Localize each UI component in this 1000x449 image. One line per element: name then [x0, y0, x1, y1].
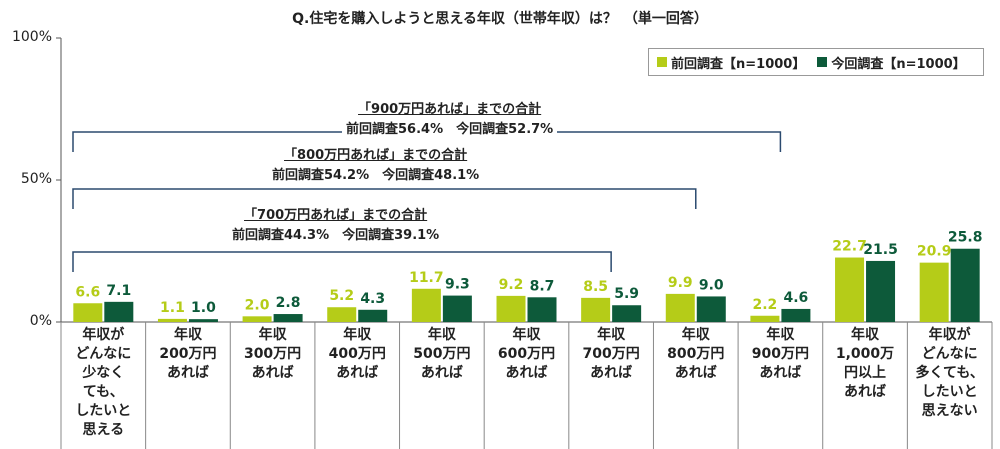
value-label-curr: 5.9 [614, 286, 639, 302]
chart-legend: 前回調査【n=1000】 今回調査【n=1000】 [648, 48, 984, 76]
value-label-curr: 4.6 [784, 290, 809, 306]
legend-swatch-prev [657, 57, 667, 67]
category-label: 年収 1,000万 円以上 あれば [835, 327, 895, 400]
value-label-curr: 9.0 [699, 277, 724, 293]
value-label-prev: 5.2 [329, 288, 354, 304]
category-label: 年収 900万円 あれば [751, 327, 810, 381]
note-900-heading: 「900万円あれば」までの合計 [358, 102, 542, 117]
bar-prev [157, 318, 187, 322]
value-label-prev: 8.5 [583, 279, 608, 295]
legend-item-prev: 前回調査【n=1000】 [657, 53, 805, 72]
bar-prev [835, 257, 865, 322]
category-label: 年収 800万円 あれば [667, 327, 725, 381]
category-label: 年収が どんなに 多くても、 したいと 思えない [915, 327, 984, 419]
value-label-curr: 21.5 [863, 242, 898, 258]
bar-prev [750, 315, 780, 322]
value-label-curr: 2.8 [276, 295, 301, 311]
note-700-total: 「700万円あれば」までの合計 前回調査44.3% 今回調査39.1% [228, 206, 444, 246]
bar-prev [919, 262, 949, 322]
legend-label-prev: 前回調査【n=1000】 [671, 56, 806, 72]
value-label-prev: 11.7 [409, 270, 444, 286]
legend-item-curr: 今回調査【n=1000】 [817, 53, 966, 72]
category-label: 年収 200万円 あれば [159, 327, 217, 381]
category-label: 年収 500万円 あれば [413, 327, 471, 381]
y-tick-label: 50% [20, 171, 52, 187]
bar-curr [612, 305, 642, 322]
value-label-curr: 25.8 [948, 230, 983, 246]
value-label-curr: 1.0 [191, 300, 216, 316]
bar-prev [411, 288, 441, 322]
bar-prev [73, 303, 103, 322]
bracket-700 [72, 251, 612, 272]
bar-curr [188, 319, 218, 322]
bar-prev [242, 316, 272, 322]
legend-swatch-curr [817, 57, 828, 67]
value-label-prev: 2.0 [245, 297, 270, 313]
bar-curr [866, 260, 896, 322]
bar-prev [665, 293, 695, 322]
bar-curr [781, 308, 811, 322]
value-label-prev: 6.6 [75, 284, 100, 300]
bar-curr [696, 296, 726, 322]
chart-title: Q.住宅を購入しようと思える年収（世帯年収）は？ （単一回答） [292, 11, 708, 27]
bar-prev [327, 307, 357, 322]
note-800-values: 前回調査54.2% 今回調査48.1% [272, 168, 480, 183]
value-label-prev: 20.9 [917, 244, 952, 260]
category-label: 年収 600万円 あれば [497, 327, 556, 381]
bar-prev [581, 297, 611, 322]
bar-curr [527, 297, 557, 322]
value-label-prev: 2.2 [753, 297, 778, 313]
y-tick-label: 100% [11, 29, 52, 45]
bar-curr [358, 309, 388, 322]
y-tick-label: 0% [29, 313, 52, 329]
bar-curr [950, 248, 980, 322]
note-800-heading: 「800万円あれば」までの合計 [284, 148, 468, 163]
value-label-prev: 9.9 [668, 275, 693, 291]
value-label-prev: 1.1 [160, 300, 185, 316]
note-900-values: 前回調査56.4% 今回調査52.7% [346, 122, 554, 137]
category-label: 年収が どんなに 少なく ても、 したいと 思える [75, 327, 132, 438]
note-700-values: 前回調査44.3% 今回調査39.1% [232, 228, 440, 243]
bar-prev [496, 295, 526, 322]
value-label-curr: 7.1 [106, 283, 131, 299]
bar-curr [104, 301, 134, 322]
bar-curr [442, 295, 472, 322]
category-label: 年収 300万円 あれば [243, 327, 302, 381]
bracket-800 [72, 188, 697, 209]
value-label-curr: 9.3 [445, 277, 470, 293]
legend-label-curr: 今回調査【n=1000】 [831, 56, 966, 72]
category-label: 年収 700万円 あれば [582, 327, 640, 381]
value-label-curr: 8.7 [530, 278, 555, 294]
category-label: 年収 400万円 あれば [328, 327, 386, 381]
value-label-prev: 22.7 [832, 239, 867, 255]
bar-curr [273, 314, 303, 322]
value-label-curr: 4.3 [360, 291, 385, 307]
note-900-total: 「900万円あれば」までの合計 前回調査56.4% 今回調査52.7% [342, 100, 558, 140]
note-700-heading: 「700万円あれば」までの合計 [244, 208, 428, 223]
note-800-total: 「800万円あれば」までの合計 前回調査54.2% 今回調査48.1% [268, 146, 484, 186]
value-label-prev: 9.2 [499, 277, 524, 293]
